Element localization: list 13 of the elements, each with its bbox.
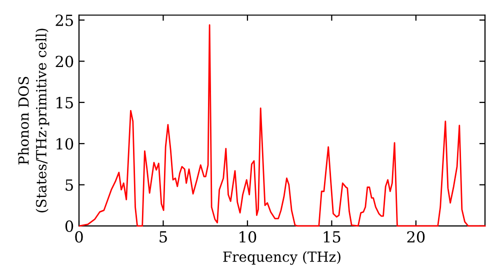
x-tick-label: 5 (160, 231, 167, 243)
x-tick-label: 15 (324, 231, 340, 243)
x-axis-title: Frequency (THz) (223, 251, 340, 265)
y-axis-title: Phonon DOS (States/THz·primitive cell) (18, 28, 50, 212)
y-tick-label: 25 (56, 14, 73, 26)
y-tick-label: 5 (66, 179, 73, 191)
y-tick-label: 15 (56, 96, 73, 108)
x-tick-label: 0 (75, 231, 83, 243)
y-tick-label: 0 (65, 220, 74, 232)
y-tick-label: 20 (56, 56, 74, 68)
y-tick-label: 10 (56, 138, 74, 150)
x-tick-label: 20 (407, 231, 425, 243)
x-tick-label: 10 (240, 231, 256, 243)
